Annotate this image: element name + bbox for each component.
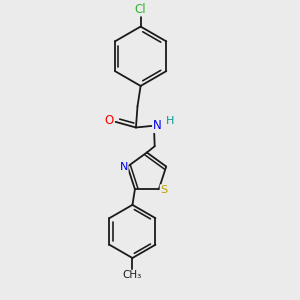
Text: H: H (166, 116, 174, 126)
Text: Cl: Cl (135, 3, 146, 16)
Text: N: N (153, 119, 162, 132)
Text: CH₃: CH₃ (123, 270, 142, 280)
Text: S: S (160, 185, 167, 195)
Text: O: O (104, 114, 113, 127)
Text: N: N (120, 162, 128, 172)
